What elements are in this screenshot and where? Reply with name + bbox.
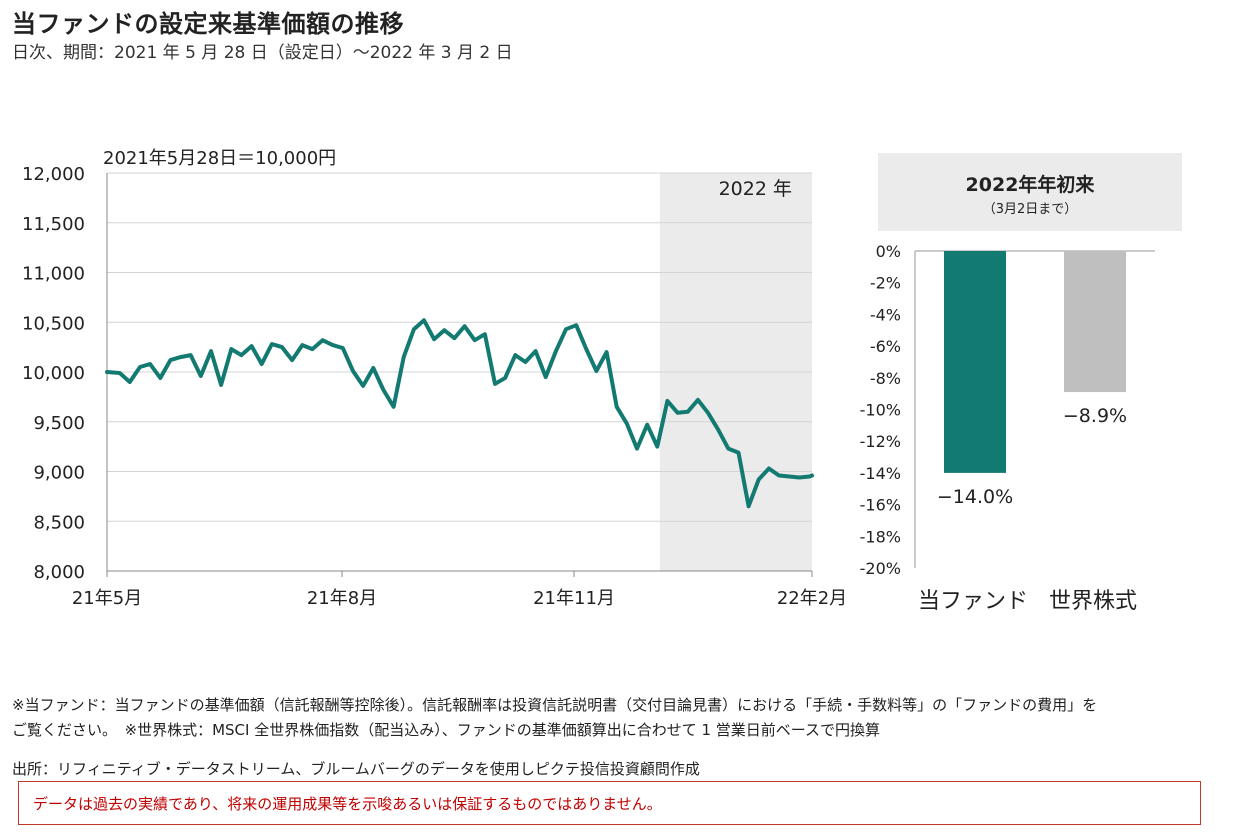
y-tick-label: 8,000: [33, 562, 85, 583]
page-subtitle: 日次、期間：2021 年 5 月 28 日（設定日）～2022 年 3 月 2 …: [12, 43, 513, 63]
bar-y-tick-label: 0%: [876, 242, 901, 261]
bar-1: [944, 251, 1006, 473]
y-tick-label: 9,500: [33, 413, 85, 434]
ytd-bar-chart: 2022年年初来 （3月2日まで） 0% -2% -4% -6% -8% -10% -12% -1…: [860, 153, 1182, 614]
y-tick-label: 11,500: [22, 214, 85, 235]
shaded-region-label: 2022 年: [719, 178, 792, 200]
y-tick-label: 10,500: [22, 313, 85, 334]
bar-y-tick-label: -14%: [860, 464, 901, 483]
x-tick-label: 21年5月: [72, 588, 142, 609]
bar-value-label: −8.9%: [1063, 405, 1127, 427]
bar-y-tick-label: -4%: [870, 305, 901, 324]
y-tick-label: 9,000: [33, 463, 85, 484]
bar-y-tick-label: -10%: [860, 401, 901, 420]
bar-category-label: 当ファンド: [918, 589, 1028, 614]
y-tick-label: 10,000: [22, 363, 85, 384]
disclaimer-box: データは過去の実績であり、将来の運用成果等を示唆あるいは保証するものではありませ…: [18, 781, 1201, 825]
bar-category-label: 世界株式: [1049, 589, 1137, 614]
base-value-annotation: 2021年5月28日＝10,000円: [103, 148, 336, 169]
y-tick-label: 8,500: [33, 512, 85, 533]
ytd-title-box: [878, 153, 1182, 231]
x-tick-label: 22年2月: [777, 588, 847, 609]
bar-y-tick-label: -2%: [870, 274, 901, 293]
bar-y-tick-label: -20%: [860, 559, 901, 578]
note-line-2: ご覧ください。 ※世界株式：MSCI 全世界株価指数（配当込み）、ファンドの基準…: [12, 721, 881, 739]
ytd-chart-subtitle: （3月2日まで）: [983, 202, 1078, 217]
y-tick-label: 12,000: [22, 164, 85, 185]
x-tick-label: 21年8月: [307, 588, 377, 609]
nav-line-chart: 2022 年 8,000 8,500 9,000 9,500 10,000 10,500 11…: [22, 148, 847, 609]
bar-2: [1064, 251, 1126, 393]
ytd-chart-title: 2022年年初来: [966, 173, 1095, 196]
bar-y-tick-label: -12%: [860, 432, 901, 451]
bar-value-label: −14.0%: [937, 486, 1013, 508]
x-tick-label: 21年11月: [533, 588, 615, 609]
bar-y-tick-label: -16%: [860, 496, 901, 515]
nav-series-line: [105, 318, 814, 509]
bar-y-tick-label: -6%: [870, 337, 901, 356]
bar-y-tick-label: -8%: [870, 369, 901, 388]
source-note: 出所：リフィニティブ・データストリーム、ブルームバーグのデータを使用しピクテ投信…: [12, 760, 700, 778]
bar-y-tick-label: -18%: [860, 527, 901, 546]
note-line-1: ※当ファンド：当ファンドの基準価額（信託報酬等控除後）。信託報酬率は投資信託説明…: [12, 696, 1098, 714]
y-tick-label: 11,000: [22, 264, 85, 285]
page-title: 当ファンドの設定来基準価額の推移: [12, 10, 404, 38]
